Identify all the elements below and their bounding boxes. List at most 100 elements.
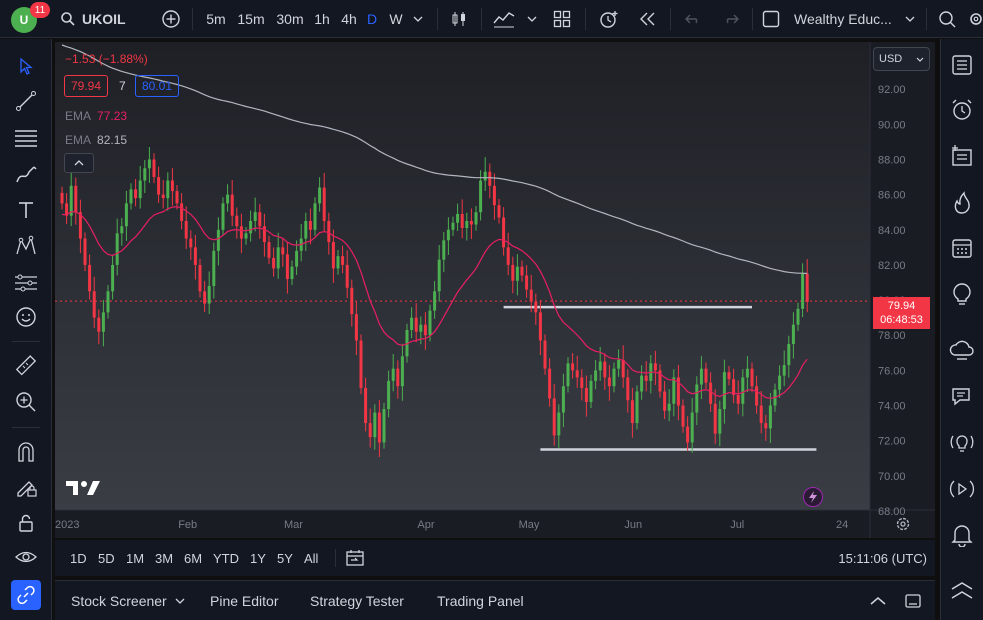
lock-all-tool[interactable]	[11, 508, 41, 538]
time-axis-label: Jul	[730, 519, 744, 531]
pattern-tool[interactable]	[11, 231, 41, 261]
collapse-legend-button[interactable]	[64, 153, 94, 173]
candle-up	[276, 247, 280, 269]
zoom-in-tool[interactable]	[11, 387, 41, 417]
range-1d[interactable]: 1D	[70, 550, 87, 566]
tab-strategy-tester[interactable]: Strategy Tester	[310, 593, 404, 609]
chats-button[interactable]	[946, 381, 978, 413]
chart-settings-button[interactable]	[895, 516, 911, 535]
range-1y[interactable]: 1Y	[250, 550, 266, 566]
ideas-button[interactable]	[946, 279, 978, 311]
tab-trading-panel[interactable]: Trading Panel	[437, 593, 524, 609]
range-6m[interactable]: 6M	[184, 550, 203, 566]
candle-down	[626, 377, 630, 401]
range-all[interactable]: All	[304, 550, 319, 566]
range-1m[interactable]: 1M	[126, 550, 145, 566]
interval-4h[interactable]: 4h	[341, 11, 357, 27]
calendar-button[interactable]	[946, 232, 978, 264]
streams-button[interactable]	[946, 335, 978, 367]
emoji-tool[interactable]	[11, 302, 41, 332]
sync-drawings-tool[interactable]	[11, 580, 41, 610]
magnet-tool[interactable]	[11, 437, 41, 467]
tips-button[interactable]	[946, 427, 978, 459]
chart-type-button[interactable]	[446, 0, 472, 38]
alert-button[interactable]	[595, 0, 623, 38]
hotlists-button[interactable]	[946, 187, 978, 219]
range-3m[interactable]: 3M	[155, 550, 174, 566]
chat-icon	[952, 388, 970, 406]
events-button[interactable]	[803, 487, 823, 507]
layout-name[interactable]: Wealthy Educ...	[794, 11, 892, 27]
right-sidebar	[940, 39, 983, 620]
candle-down	[506, 247, 510, 265]
currency-select[interactable]: USD	[873, 47, 930, 71]
sell-price-button[interactable]: 79.94	[64, 75, 109, 97]
utc-clock[interactable]: 15:11:06 (UTC)	[838, 550, 927, 566]
candle-down	[258, 212, 262, 227]
link-icon	[17, 585, 35, 605]
redo-button[interactable]	[718, 0, 744, 38]
indicators-dropdown[interactable]	[524, 0, 540, 38]
candle-down	[341, 256, 345, 265]
interval-30m[interactable]: 30m	[276, 11, 304, 27]
alerts-button[interactable]	[946, 94, 978, 126]
time-axis-label: Feb	[178, 519, 197, 531]
interval-1h[interactable]: 1h	[314, 11, 330, 27]
measure-tool[interactable]	[11, 351, 41, 381]
tradingview-logo[interactable]	[66, 479, 100, 500]
layout-checkbox[interactable]	[760, 0, 782, 38]
watchlist-button[interactable]	[946, 49, 978, 81]
forecast-tool[interactable]	[11, 268, 41, 298]
buy-price-button[interactable]: 80.01	[135, 75, 180, 97]
goto-date-button[interactable]	[345, 540, 365, 576]
indicators-button[interactable]	[490, 0, 518, 38]
object-tree-button[interactable]	[946, 140, 978, 172]
lock-drawing-tool[interactable]	[11, 472, 41, 502]
interval-5m[interactable]: 5m	[206, 11, 226, 27]
chart-pane[interactable]: 94.0092.0090.0088.0086.0084.0082.0080.00…	[55, 42, 935, 538]
brush-tool[interactable]	[11, 160, 41, 190]
quick-search-button[interactable]	[935, 0, 959, 38]
maximize-panel-button[interactable]	[905, 581, 921, 620]
interval-15m[interactable]: 15m	[237, 11, 265, 27]
candle-down	[538, 312, 542, 341]
range-ytd[interactable]: YTD	[213, 550, 239, 566]
layout-dropdown[interactable]	[902, 0, 918, 38]
candle-down	[732, 379, 736, 395]
ema-slow-legend[interactable]: EMA 82.15	[65, 133, 127, 147]
range-5d[interactable]: 5D	[98, 550, 115, 566]
collapse-sidebar-button[interactable]	[946, 575, 978, 607]
hide-drawings-tool[interactable]	[11, 542, 41, 572]
candle-up	[796, 308, 800, 325]
time-axis-label: Jun	[624, 519, 642, 531]
symbol-search[interactable]: UKOIL	[60, 0, 130, 38]
notifications-button[interactable]	[946, 519, 978, 551]
undo-button[interactable]	[680, 0, 706, 38]
alarm-clock-icon	[952, 99, 972, 120]
trend-line-tool[interactable]	[11, 86, 41, 116]
replay-stream-button[interactable]	[946, 473, 978, 505]
compare-symbol-button[interactable]	[158, 0, 184, 38]
text-tool[interactable]	[11, 195, 41, 225]
range-5y[interactable]: 5Y	[277, 550, 293, 566]
candle-up	[446, 229, 450, 241]
replay-button[interactable]	[635, 0, 661, 38]
maximize-icon	[905, 594, 921, 608]
tab-pine-editor[interactable]: Pine Editor	[210, 593, 279, 609]
interval-dropdown[interactable]	[410, 0, 426, 38]
horizontal-lines-tool[interactable]	[11, 123, 41, 153]
ema-fast-legend[interactable]: EMA 77.23	[65, 109, 127, 123]
expand-panel-button[interactable]	[870, 581, 886, 620]
layouts-button[interactable]	[549, 0, 575, 38]
candle-down	[203, 291, 207, 304]
candle-up	[690, 412, 694, 443]
candle-up	[589, 380, 593, 403]
candle-down	[750, 368, 754, 387]
interval-w[interactable]: W	[389, 11, 403, 27]
cursor-tool[interactable]	[11, 51, 41, 81]
tab-stock-screener[interactable]: Stock Screener	[71, 581, 185, 620]
price-chart[interactable]: 94.0092.0090.0088.0086.0084.0082.0080.00…	[55, 42, 935, 538]
interval-d[interactable]: D	[366, 11, 378, 27]
settings-button[interactable]	[965, 0, 983, 38]
candle-down	[492, 185, 496, 206]
